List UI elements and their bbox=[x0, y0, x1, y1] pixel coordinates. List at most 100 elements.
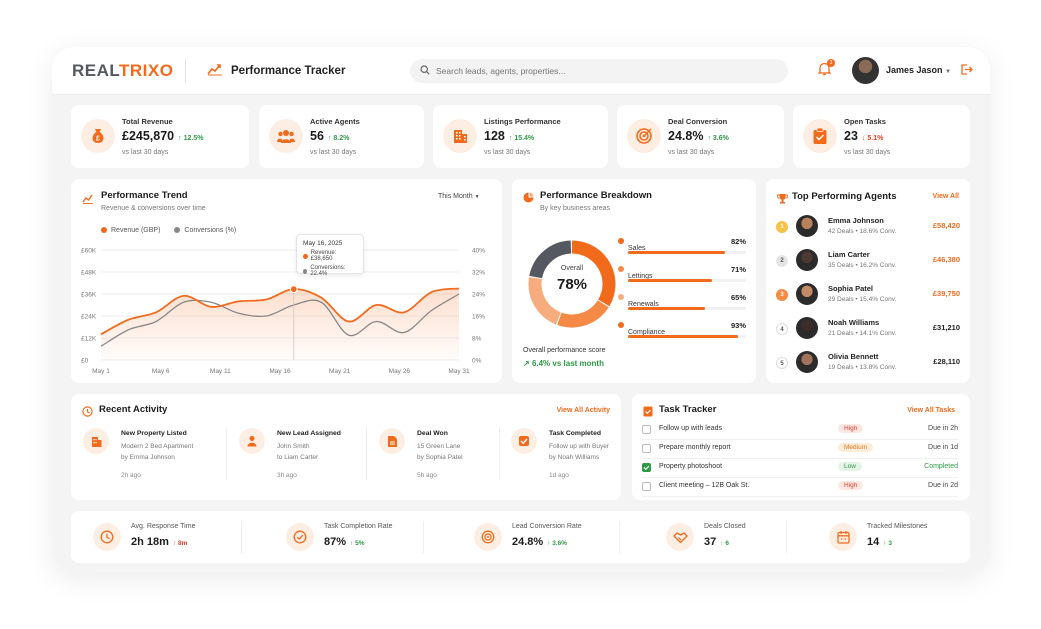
overall-donut-chart bbox=[528, 240, 616, 328]
stat-value: 2h 18m ↑ 8m bbox=[131, 536, 188, 548]
users-icon bbox=[269, 119, 303, 153]
agent-row[interactable]: 3 Sophia Patel 29 Deals • 15.4% Conv. £39,7… bbox=[776, 280, 960, 310]
avatar bbox=[796, 249, 818, 271]
breakdown-bar-fill bbox=[628, 307, 705, 310]
tasks-title: Task Tracker bbox=[659, 404, 717, 415]
kpi-sub: vs last 30 days bbox=[310, 149, 357, 156]
activity-item[interactable]: New Lead Assigned John Smith to Liam Carte… bbox=[239, 428, 374, 498]
task-name: Property photoshoot bbox=[659, 463, 723, 470]
activity-item[interactable]: New Property Listed Modern 2 Bed Apartmen… bbox=[83, 428, 218, 498]
agent-row[interactable]: 5 Olivia Bennett 19 Deals • 13.8% Conv. £28… bbox=[776, 348, 960, 378]
task-checkbox[interactable] bbox=[642, 463, 651, 472]
app-title-text: Performance Tracker bbox=[231, 64, 346, 77]
agent-revenue: £39,750 bbox=[932, 289, 960, 298]
check-icon bbox=[511, 428, 537, 454]
x-tick-label: May 1 bbox=[92, 368, 110, 375]
user-menu[interactable]: James Jason ▼ bbox=[886, 65, 951, 75]
brand-logo[interactable]: REALTRIXO bbox=[72, 61, 174, 80]
kpi-listings-performance[interactable]: Listings Performance 128 ↑ 15.4% vs last … bbox=[433, 105, 608, 168]
agent-revenue: £58,420 bbox=[932, 221, 960, 230]
bottom-stat-lead-conversion-rate[interactable]: Lead Conversion Rate 24.8% ↑ 3.6% bbox=[474, 511, 624, 563]
activity-divider bbox=[499, 428, 500, 480]
y-left-tick-label: £12K bbox=[81, 336, 97, 343]
trend-chart[interactable]: £0 0% £12K 8% £24K 16% £36K 24% £48K 32% £60K 40% Ma… bbox=[71, 179, 502, 383]
view-all-activity-link[interactable]: View All Activity bbox=[556, 407, 610, 414]
target-icon bbox=[474, 523, 502, 551]
handshake-icon bbox=[666, 523, 694, 551]
view-all-tasks-link[interactable]: View All Tasks bbox=[907, 407, 955, 414]
breakdown-row-compliance: Compliance 93% bbox=[618, 321, 746, 339]
bottom-stat-tracked-milestones[interactable]: Tracked Milestones 14 ↑ 3 bbox=[829, 511, 979, 563]
user-name: James Jason bbox=[886, 65, 943, 75]
stat-label: Tracked Milestones bbox=[867, 523, 928, 530]
kpi-label: Deal Conversion bbox=[668, 117, 728, 126]
svg-text:£: £ bbox=[96, 136, 100, 143]
activity-detail: Modern 2 Bed Apartment bbox=[121, 443, 194, 450]
avatar bbox=[796, 215, 818, 237]
logout-button[interactable] bbox=[960, 63, 973, 81]
trend-chart-icon bbox=[207, 62, 223, 79]
breakdown-row-sales: Sales 82% bbox=[618, 237, 746, 255]
kpi-active-agents[interactable]: Active Agents 56 ↑ 8.2% vs last 30 days bbox=[259, 105, 424, 168]
stat-divider bbox=[241, 521, 242, 553]
task-row: Property photoshoot Low Completed bbox=[642, 459, 958, 478]
donut-segment bbox=[528, 277, 562, 325]
task-checkbox[interactable] bbox=[642, 444, 651, 453]
breakdown-dot bbox=[618, 266, 624, 272]
stat-value: 24.8% ↑ 3.6% bbox=[512, 536, 568, 548]
x-tick-label: May 6 bbox=[152, 368, 170, 375]
activity-detail: Follow up with Buyer bbox=[549, 443, 609, 450]
agent-row[interactable]: 1 Emma Johnson 42 Deals • 18.6% Conv. £58,4… bbox=[776, 212, 960, 242]
activity-item[interactable]: Deal Won 15 Green Lane by Sophia Patel 5h a… bbox=[379, 428, 514, 498]
calendar-icon bbox=[829, 523, 857, 551]
stat-label: Task Completion Rate bbox=[324, 523, 393, 530]
building-icon bbox=[83, 428, 109, 454]
bottom-stat-task-completion-rate[interactable]: Task Completion Rate 87% ↑ 5% bbox=[286, 511, 436, 563]
kpi-deal-conversion[interactable]: Deal Conversion 24.8% ↑ 3.6% vs last 30 d… bbox=[617, 105, 784, 168]
task-checkbox[interactable] bbox=[642, 482, 651, 491]
breakdown-bar-track bbox=[628, 251, 746, 254]
kpi-total-revenue[interactable]: £ Total Revenue £245,870 ↑ 12.5% vs last … bbox=[71, 105, 249, 168]
app-title: Performance Tracker bbox=[207, 62, 345, 79]
task-checkbox[interactable] bbox=[642, 425, 651, 434]
trend-subtitle: Revenue & conversions over time bbox=[101, 205, 206, 212]
breakdown-row-renewals: Renewals 65% bbox=[618, 293, 746, 311]
chevron-down-icon: ▼ bbox=[945, 69, 952, 75]
user-avatar[interactable] bbox=[852, 57, 879, 84]
avatar bbox=[796, 351, 818, 373]
tooltip-conversions: Conversions: 22.4% bbox=[310, 265, 346, 277]
breakdown-pct: 65% bbox=[730, 293, 746, 302]
breakdown-bar-track bbox=[628, 279, 746, 282]
notifications-button[interactable]: 3 bbox=[817, 59, 835, 81]
activity-actor: to Liam Carter bbox=[277, 454, 319, 461]
view-all-agents-link[interactable]: View All bbox=[932, 193, 959, 200]
search-input[interactable] bbox=[436, 66, 766, 76]
x-tick-label: May 21 bbox=[329, 368, 351, 375]
search-bar[interactable] bbox=[410, 59, 788, 83]
activity-detail: 15 Green Lane bbox=[417, 443, 461, 450]
bottom-stat-deals-closed[interactable]: Deals Closed 37 ↑ 6 bbox=[666, 511, 816, 563]
activity-item[interactable]: Task Completed Follow up with Buyer by Noa… bbox=[511, 428, 646, 498]
breakdown-name: Compliance bbox=[628, 329, 665, 336]
top-agents-panel: Top Performing Agents View All 1 Emma Joh… bbox=[766, 179, 970, 383]
activity-title: New Property Listed bbox=[121, 430, 187, 437]
kpi-value: 24.8% ↑ 3.6% bbox=[668, 129, 729, 143]
score-label: Overall performance score bbox=[523, 347, 606, 354]
kpi-label: Total Revenue bbox=[122, 117, 173, 126]
agent-row[interactable]: 2 Liam Carter 35 Deals • 16.2% Conv. £46,38… bbox=[776, 246, 960, 276]
kpi-label: Active Agents bbox=[310, 117, 360, 126]
kpi-value: £245,870 ↑ 12.5% bbox=[122, 129, 204, 143]
activity-title: Task Completed bbox=[549, 430, 601, 437]
trend-chart-icon bbox=[82, 191, 94, 209]
agent-row[interactable]: 4 Noah Williams 21 Deals • 14.1% Conv. £31,… bbox=[776, 314, 960, 344]
y-right-tick-label: 8% bbox=[472, 336, 482, 343]
revenue-area bbox=[101, 288, 459, 360]
bottom-stat-avg-response-time[interactable]: Avg. Response Time 2h 18m ↑ 8m bbox=[93, 511, 243, 563]
activity-actor: by Noah Williams bbox=[549, 454, 600, 461]
kpi-open-tasks[interactable]: Open Tasks 23 ↓ 5.1% vs last 30 days bbox=[793, 105, 970, 168]
building-icon bbox=[443, 119, 477, 153]
bell-icon bbox=[817, 62, 832, 76]
agent-rank-badge: 2 bbox=[776, 255, 788, 267]
breakdown-title: Performance Breakdown bbox=[540, 190, 652, 201]
period-select[interactable]: This Month ▼ bbox=[438, 193, 480, 200]
